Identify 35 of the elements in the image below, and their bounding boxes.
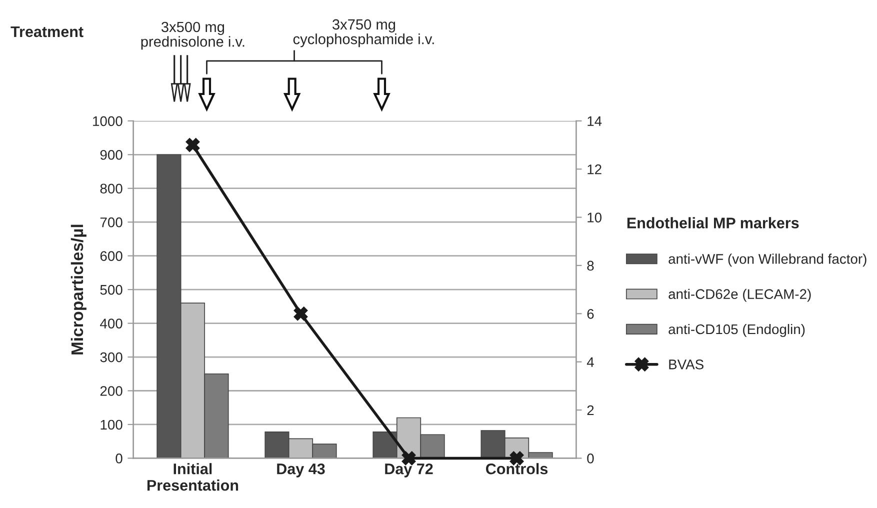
y2-tick-label: 0 bbox=[587, 454, 594, 464]
point bbox=[402, 451, 416, 466]
text: 3x750 mg cyclophosphamide i.v. bbox=[293, 19, 434, 48]
y2-tick-label: 2 bbox=[587, 405, 594, 416]
point bbox=[186, 138, 200, 152]
text: Treatment bbox=[10, 26, 84, 38]
y-tick-label: 900 bbox=[100, 150, 122, 160]
legend-label: anti-CD105 (Endoglin) bbox=[668, 324, 805, 337]
y2-tick-label: 12 bbox=[588, 164, 602, 174]
y-axis-title: Microparticles/µl bbox=[70, 224, 86, 354]
x-tick-label: Day 43 bbox=[277, 463, 325, 478]
y-tick-label: 400 bbox=[100, 318, 122, 328]
y2-tick-label: 8 bbox=[587, 260, 594, 271]
y-tick-label: 0 bbox=[116, 454, 122, 464]
legend-title: Endothelial MP markers bbox=[627, 217, 799, 228]
y-tick-label: 600 bbox=[100, 251, 122, 261]
x-tick-label: Controls bbox=[486, 463, 548, 474]
point bbox=[294, 306, 308, 321]
y-tick-label: 800 bbox=[100, 184, 122, 194]
y-tick-label: 200 bbox=[100, 386, 122, 396]
x-tick-label: Initial Presentation bbox=[147, 463, 238, 491]
y2-tick-label: 10 bbox=[588, 212, 602, 222]
y-tick-label: 500 bbox=[100, 284, 122, 295]
legend-label: anti-CD62e (LECAM-2) bbox=[668, 288, 811, 302]
y-tick-label: 1000 bbox=[93, 116, 122, 126]
legend-label: anti-vWF (von Willebrand factor) bbox=[668, 254, 866, 267]
y-tick-label: 300 bbox=[100, 352, 122, 362]
y2-tick-label: 4 bbox=[586, 357, 594, 367]
text: 3x500 mg prednisolone i.v. bbox=[141, 22, 244, 50]
y2-tick-label: 14 bbox=[588, 116, 602, 126]
y2-tick-label: 6 bbox=[587, 308, 594, 319]
y-tick-label: 700 bbox=[100, 217, 122, 228]
y-tick-label: 100 bbox=[100, 420, 122, 430]
legend-label: BVAS bbox=[669, 360, 704, 370]
x-tick-label: Day 72 bbox=[385, 463, 433, 478]
